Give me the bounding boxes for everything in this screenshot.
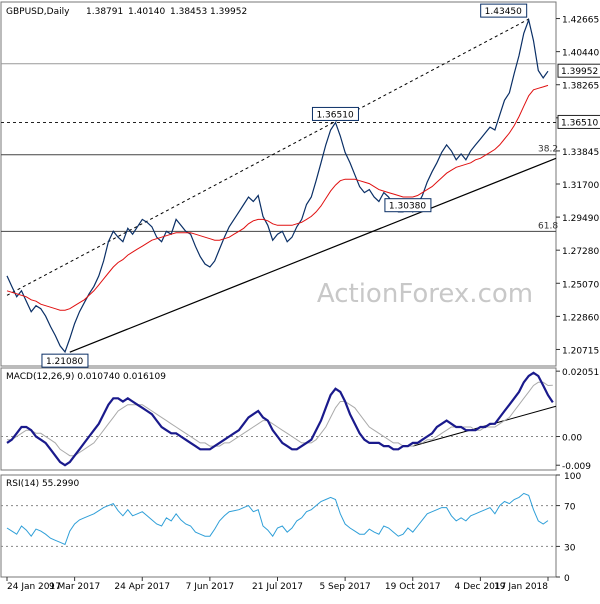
y-tick-label: 1.25070 bbox=[562, 280, 599, 290]
trend-line-support bbox=[69, 157, 557, 353]
x-tick-label: 5 Sep 2017 bbox=[319, 582, 370, 592]
ohlc-value: 1.40140 bbox=[128, 7, 165, 17]
ohlc-value: 1.39952 bbox=[210, 7, 247, 17]
annotation-label: 1.21080 bbox=[46, 357, 83, 367]
y-tick-label: 1.31700 bbox=[562, 181, 599, 191]
trend-channel-dashed bbox=[6, 18, 529, 296]
y-tick-label: 1.29490 bbox=[562, 214, 599, 224]
rsi-y-tick-label: 0 bbox=[564, 574, 570, 584]
x-tick-label: 4 Dec 2017 bbox=[454, 582, 506, 592]
moving-average-line bbox=[6, 84, 549, 311]
x-tick-label: 19 Jan 2018 bbox=[494, 582, 548, 592]
fib-level-label: 38.2 bbox=[538, 145, 558, 155]
x-tick-label: 9 Mar 2017 bbox=[49, 582, 100, 592]
watermark: ActionForex.com bbox=[317, 279, 533, 309]
annotation-box bbox=[41, 353, 89, 368]
y-tick-label: 1.22860 bbox=[562, 313, 599, 323]
annotation-box bbox=[384, 198, 432, 213]
annotation-box bbox=[480, 3, 528, 18]
panel-frame-3 bbox=[0, 474, 557, 578]
x-tick-label: 19 Oct 2017 bbox=[385, 582, 441, 592]
annotation-box bbox=[311, 106, 359, 121]
rsi-y-tick-label: 30 bbox=[564, 543, 576, 553]
price-series-line bbox=[6, 17, 549, 354]
y-tick-label: 1.27280 bbox=[562, 247, 599, 257]
x-tick-label: 24 Apr 2017 bbox=[114, 582, 170, 592]
macd-line bbox=[6, 371, 554, 467]
annotation-label: 1.30380 bbox=[389, 202, 426, 212]
y-tick-label: 1.38265 bbox=[562, 82, 599, 92]
last-price-tag-box bbox=[557, 63, 600, 78]
chart-header: GBPUSD,Daily bbox=[6, 7, 70, 17]
macd-y-tick-label: 0.00 bbox=[562, 434, 582, 444]
rsi-y-tick-label: 100 bbox=[564, 472, 581, 482]
y-tick-label: 1.33845 bbox=[562, 148, 599, 158]
x-tick-label: 24 Jan 2017 bbox=[7, 582, 61, 592]
y-tick-label: 1.40440 bbox=[562, 49, 599, 59]
annotation-label: 1.36510 bbox=[316, 110, 353, 120]
macd-header: MACD(12,26,9) 0.010740 0.016109 bbox=[6, 372, 166, 382]
x-tick-label: 21 Jul 2017 bbox=[252, 582, 303, 592]
fib-level-label: 61.8 bbox=[538, 221, 558, 231]
y-tick-label: 1.20715 bbox=[562, 346, 599, 356]
panel-frame-2 bbox=[0, 367, 557, 471]
rsi-y-tick-label: 70 bbox=[564, 503, 576, 513]
ohlc-value: 1.38791 bbox=[86, 7, 123, 17]
level-tag-box bbox=[557, 114, 600, 129]
ohlc-value: 1.38453 bbox=[170, 7, 207, 17]
rsi-line bbox=[6, 492, 549, 546]
rsi-header: RSI(14) 55.2990 bbox=[6, 479, 79, 489]
macd-y-tick-label: -0.009 bbox=[562, 462, 591, 472]
last-price-tag: 1.39952 bbox=[561, 67, 598, 77]
macd-y-tick-label: 0.02051 bbox=[562, 368, 599, 378]
y-tick-label: 1.42665 bbox=[562, 16, 599, 26]
annotation-label: 1.43450 bbox=[485, 7, 522, 17]
x-tick-label: 7 Jun 2017 bbox=[186, 582, 234, 592]
level-tag: 1.36510 bbox=[561, 118, 598, 128]
